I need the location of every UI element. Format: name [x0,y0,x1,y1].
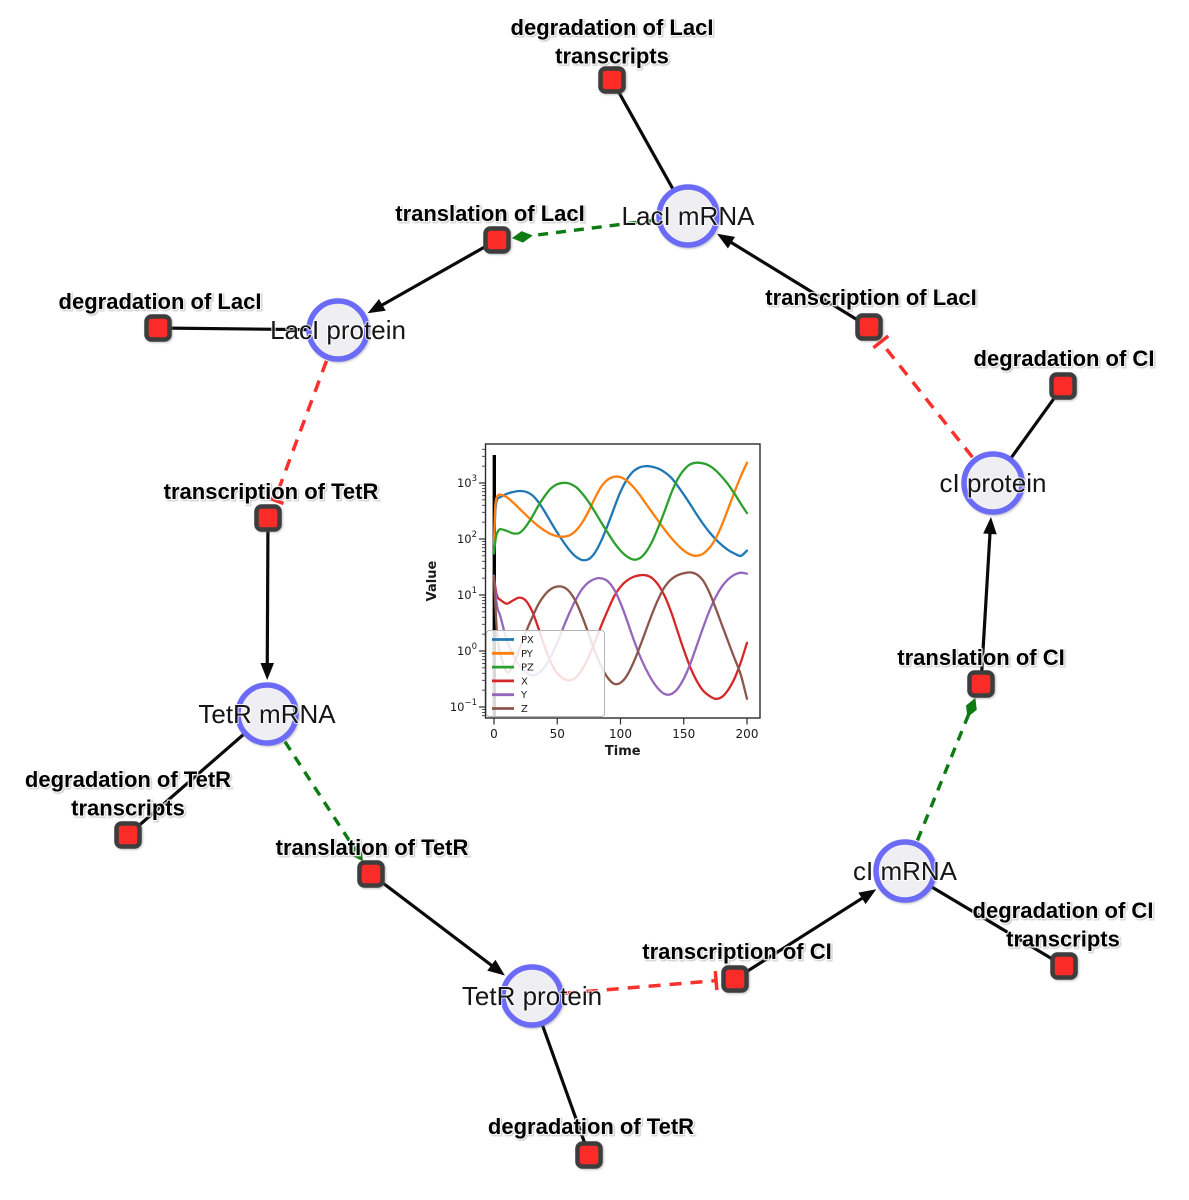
species-node-ci_mrna[interactable] [873,839,937,903]
species-label-ci_protein: cI protein [940,468,1047,498]
reaction-label-txn_ci: transcription of CI [642,939,831,964]
species-node-laci_mrna[interactable] [656,184,720,248]
y-tick-label: 10−1 [450,698,477,714]
reaction-label-deg_tetr: degradation of TetR [488,1114,694,1139]
legend-label-PZ: PZ [521,663,534,674]
reaction-label-txn_tetr: transcription of TetR [164,479,379,504]
edge-laci_protein-txn_tetr [272,360,329,501]
reaction-label-deg_laci_tx: degradation of LacI [511,15,714,40]
reaction-node-txn_tetr[interactable] [254,504,282,532]
edge-transl_tetr-tetr_protein [370,872,497,970]
plot-spines [484,443,761,719]
reaction-label-deg_ci: degradation of CI [974,346,1155,371]
edge-tetr_mrna-transl_tetr [283,740,356,849]
edge-transl_tetr-tetr_protein-arrowhead [487,959,505,976]
series-PZ [492,461,749,561]
y-tick-label: 101 [457,586,477,602]
nodes-layer [114,66,1078,1169]
reaction-node-deg_tetr_tx[interactable] [114,821,142,849]
y-tick-label: 100 [457,642,477,658]
x-axis-label: Time [605,744,641,759]
legend-label-Y: Y [520,690,528,701]
x-tick-label: 0 [490,727,498,741]
species-label-ci_mrna: cI mRNA [853,856,958,886]
y-axis-label: Value [425,560,440,601]
series-PY [492,461,749,558]
edge-laci_protein-txn_tetr-tbar [265,495,285,506]
edge-txn_tetr-tetr_mrna-arrowhead [260,662,275,681]
edge-txn_tetr-tetr_mrna [265,517,270,669]
edge-txn_laci-laci_mrna [726,238,870,329]
reaction-node-txn_ci[interactable] [721,965,749,993]
edge-tetr_mrna-transl_tetr-diamond [351,843,363,862]
reaction-label-deg_tetr_tx: degradation of TetR [25,767,231,792]
series-X [492,573,749,701]
y-tick-label: 102 [457,530,477,546]
edge-txn_ci-ci_mrna-arrowhead [858,889,877,905]
reaction-node-transl_laci[interactable] [483,226,511,254]
reaction-node-deg_ci_tx[interactable] [1050,952,1078,980]
y-tick-label: 103 [457,474,477,490]
x-tick-label: 100 [609,727,632,741]
edge-tetr_protein-txn_ci-tbar [713,970,719,991]
edge-laci_mrna-transl_laci [527,218,656,238]
reaction-node-deg_laci_tx[interactable] [598,66,626,94]
reaction-node-txn_laci[interactable] [855,313,883,341]
species-node-tetr_mrna[interactable] [235,682,299,746]
reaction-label-deg_ci_tx: degradation of CI [973,898,1154,923]
edge-ci_mrna-transl_ci-diamond [966,697,977,718]
x-tick-label: 150 [672,727,695,741]
reaction-node-deg_ci[interactable] [1049,372,1077,400]
legend-label-PY: PY [521,649,534,660]
labels-layer: LacI mRNA LacI protein TetR mRNA TetR prote… [24,14,1156,1141]
chart-legend: PX PY PZ XYZ [486,630,605,717]
edge-transl_laci-laci_protein-arrowhead [367,298,386,314]
reaction-node-transl_tetr[interactable] [357,860,385,888]
edge-txn_laci-laci_mrna-arrowhead [716,233,736,249]
edge-transl_ci-ci_protein-arrowhead [983,516,997,535]
reaction-label-txn_laci: transcription of LacI [765,285,976,310]
edge-transl_ci-ci_protein [979,528,992,685]
legend-box [486,630,605,717]
reaction-label-deg_laci_tx-line2: transcripts [555,44,669,69]
species-label-laci_mrna: LacI mRNA [622,201,756,231]
edge-ci_protein-txn_laci-tbar [872,334,890,350]
reaction-node-deg_tetr[interactable] [575,1141,603,1169]
x-tick-label: 200 [736,727,759,741]
species-node-ci_protein[interactable] [961,451,1025,515]
reaction-label-deg_tetr_tx-line2: transcripts [71,796,185,821]
edge-ci_mrna-transl_ci [915,712,971,842]
species-label-tetr_mrna: TetR mRNA [198,699,336,729]
series-PX [492,464,749,562]
reaction-label-transl_ci: translation of CI [897,645,1064,670]
edge-ci_protein-txn_laci [879,340,974,459]
edge-transl_laci-laci_protein [377,238,498,309]
edge-tetr_protein-txn_ci [564,978,717,995]
x-tick-label: 50 [550,727,565,741]
species-node-laci_protein[interactable] [306,298,370,362]
reaction-label-transl_tetr: translation of TetR [276,835,469,860]
species-label-laci_protein: LacI protein [270,315,406,345]
reaction-node-deg_laci[interactable] [144,314,172,342]
edge-laci_mrna-transl_laci-diamond [511,231,533,243]
reaction-label-deg_ci_tx-line2: transcripts [1006,927,1120,952]
reaction-label-transl_laci: translation of LacI [395,201,584,226]
legend-label-Z: Z [521,704,528,715]
legend-label-PX: PX [521,635,534,646]
reaction-node-transl_ci[interactable] [967,670,995,698]
species-label-tetr_protein: TetR protein [462,981,602,1011]
species-node-tetr_protein[interactable] [500,964,564,1028]
legend-label-X: X [521,676,528,687]
edge-txn_ci-ci_mrna [734,894,868,981]
reaction-label-deg_laci: degradation of LacI [59,289,262,314]
